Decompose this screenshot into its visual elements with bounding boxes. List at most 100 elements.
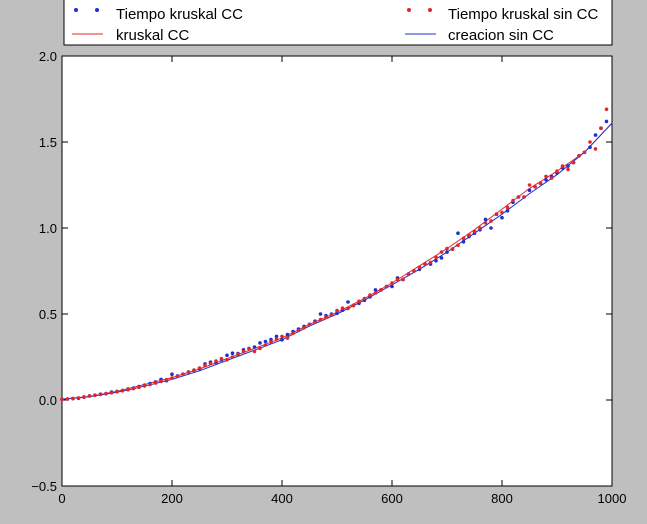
data-point-1 bbox=[318, 317, 323, 322]
data-point-1 bbox=[456, 243, 460, 247]
data-point-0 bbox=[604, 119, 609, 124]
legend-label-1: Tiempo kruskal sin CC bbox=[448, 6, 598, 23]
data-point-1 bbox=[362, 296, 367, 301]
data-point-1 bbox=[60, 397, 64, 402]
legend-entry-1: Tiempo kruskal sin CC bbox=[407, 6, 598, 23]
data-point-1 bbox=[417, 265, 422, 270]
data-point-1 bbox=[335, 308, 339, 313]
data-point-1 bbox=[219, 356, 224, 361]
data-point-0 bbox=[456, 231, 460, 235]
data-point-0 bbox=[263, 339, 268, 344]
data-point-1 bbox=[296, 328, 301, 333]
data-point-0 bbox=[346, 300, 350, 304]
data-point-1 bbox=[357, 299, 361, 304]
data-point-1 bbox=[98, 392, 103, 397]
data-point-0 bbox=[274, 334, 279, 339]
data-point-1 bbox=[76, 396, 81, 400]
data-point-0 bbox=[483, 217, 488, 222]
data-point-1 bbox=[555, 169, 559, 173]
data-point-1 bbox=[445, 246, 449, 251]
data-point-1 bbox=[450, 247, 455, 252]
data-point-0 bbox=[285, 332, 290, 337]
data-point-1 bbox=[153, 381, 158, 385]
legend-marker-1b bbox=[428, 8, 432, 12]
data-point-0 bbox=[225, 353, 229, 358]
data-point-1 bbox=[291, 331, 295, 336]
data-point-1 bbox=[384, 284, 389, 289]
data-point-1 bbox=[439, 250, 444, 254]
tick-labels: 0 200 400 600 800 1000 −0.5 0.0 0.5 1.0 1.5 2.0 bbox=[31, 49, 626, 506]
data-point-1 bbox=[516, 195, 521, 199]
data-point-1 bbox=[126, 387, 130, 392]
y-tick-label: 2.0 bbox=[39, 49, 57, 64]
data-point-1 bbox=[280, 334, 284, 339]
data-point-1 bbox=[313, 320, 317, 325]
data-point-1 bbox=[560, 164, 565, 168]
data-point-1 bbox=[247, 346, 251, 351]
data-point-0 bbox=[318, 312, 323, 316]
data-point-1 bbox=[483, 221, 488, 225]
data-point-1 bbox=[307, 322, 312, 327]
data-point-1 bbox=[582, 150, 587, 155]
data-point-1 bbox=[214, 359, 218, 363]
data-point-1 bbox=[390, 281, 394, 285]
legend-marker-0b bbox=[95, 8, 99, 12]
data-point-1 bbox=[533, 184, 537, 189]
x-tick-label: 600 bbox=[381, 491, 403, 506]
data-point-1 bbox=[159, 379, 163, 384]
data-point-1 bbox=[571, 160, 576, 165]
data-point-1 bbox=[593, 147, 598, 151]
data-point-1 bbox=[175, 374, 180, 379]
data-point-1 bbox=[164, 377, 169, 382]
data-point-1 bbox=[197, 366, 202, 370]
y-tick-label: 0.5 bbox=[39, 307, 57, 322]
data-point-1 bbox=[71, 396, 75, 401]
data-point-1 bbox=[412, 269, 416, 273]
data-point-0 bbox=[566, 164, 570, 168]
y-tick-label: 1.5 bbox=[39, 135, 57, 150]
data-point-0 bbox=[439, 256, 444, 260]
data-point-1 bbox=[274, 337, 279, 341]
data-point-1 bbox=[406, 272, 411, 277]
data-point-1 bbox=[511, 198, 515, 203]
data-point-1 bbox=[428, 260, 433, 265]
data-point-1 bbox=[192, 368, 196, 372]
data-point-1 bbox=[181, 372, 185, 377]
data-point-1 bbox=[236, 352, 240, 357]
x-tick-label: 1000 bbox=[598, 491, 627, 506]
data-point-0 bbox=[373, 288, 378, 292]
data-point-1 bbox=[522, 195, 526, 199]
data-point-1 bbox=[120, 388, 125, 393]
legend-label-0: Tiempo kruskal CC bbox=[116, 6, 243, 23]
x-tick-label: 400 bbox=[271, 491, 293, 506]
data-point-1 bbox=[82, 395, 86, 400]
data-point-0 bbox=[489, 226, 493, 230]
data-point-1 bbox=[93, 393, 97, 398]
data-point-1 bbox=[500, 210, 504, 215]
data-point-1 bbox=[549, 176, 554, 180]
series-points bbox=[60, 107, 609, 402]
legend-label-3: creacion sin CC bbox=[448, 27, 554, 44]
data-point-0 bbox=[500, 215, 504, 220]
data-point-1 bbox=[395, 277, 400, 282]
data-point-1 bbox=[170, 376, 174, 380]
data-point-0 bbox=[445, 250, 449, 254]
data-point-1 bbox=[588, 140, 592, 144]
data-point-1 bbox=[379, 288, 383, 292]
data-point-0 bbox=[258, 341, 262, 345]
legend-entry-0: Tiempo kruskal CC bbox=[74, 6, 243, 23]
data-point-1 bbox=[285, 336, 290, 340]
data-point-0 bbox=[230, 351, 235, 356]
data-point-1 bbox=[494, 212, 499, 216]
data-point-1 bbox=[472, 229, 477, 234]
data-point-1 bbox=[252, 349, 257, 354]
data-point-1 bbox=[203, 363, 207, 368]
data-point-1 bbox=[324, 315, 328, 320]
data-point-1 bbox=[142, 384, 147, 388]
x-tick-label: 200 bbox=[161, 491, 183, 506]
data-point-1 bbox=[346, 306, 350, 311]
data-point-1 bbox=[478, 226, 482, 230]
data-point-1 bbox=[109, 391, 114, 395]
data-point-0 bbox=[588, 145, 592, 149]
